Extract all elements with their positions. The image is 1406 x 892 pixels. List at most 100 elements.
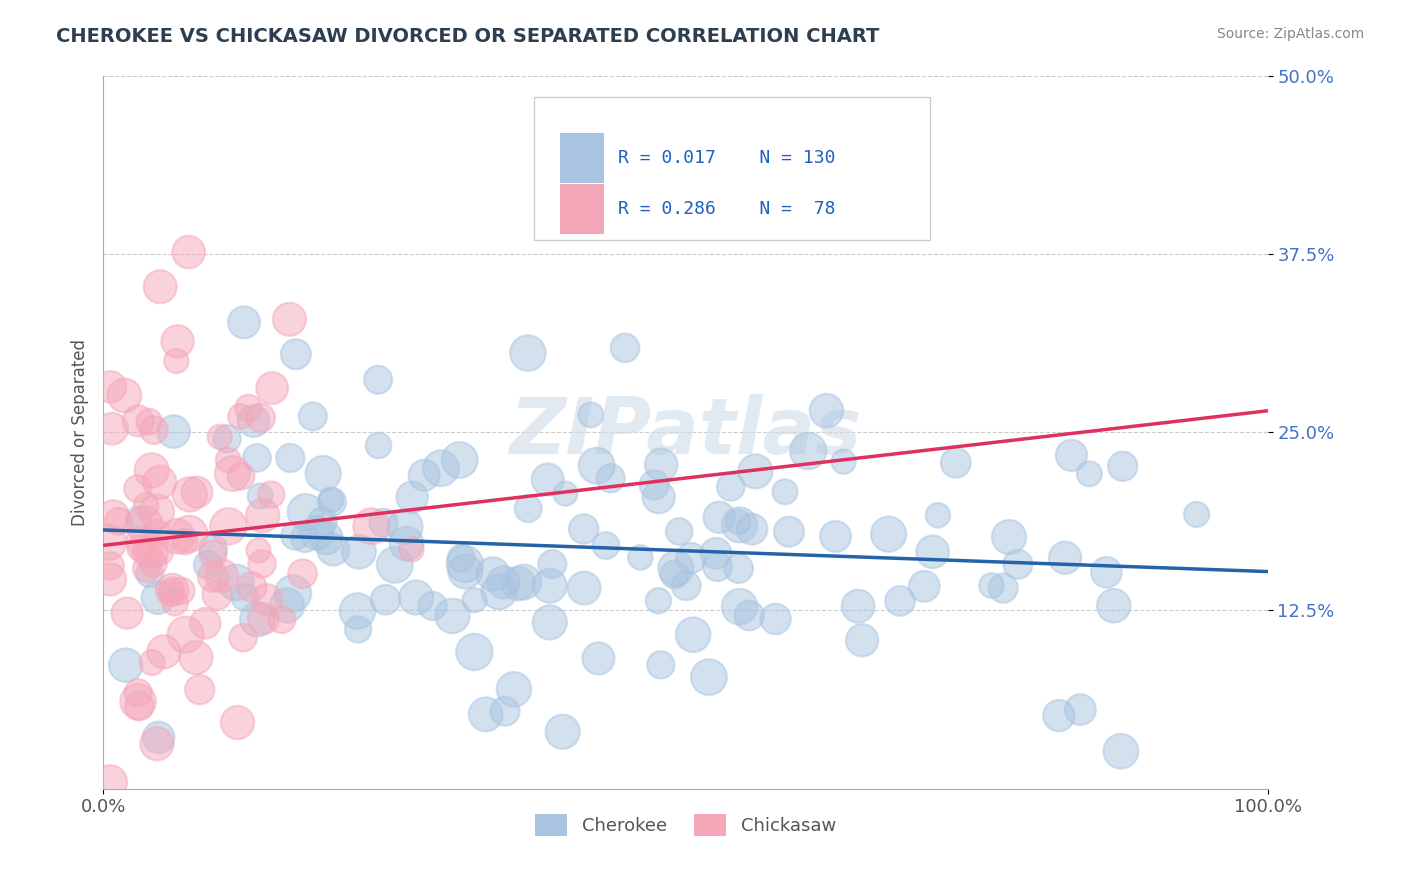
Point: [149, 475, 172, 490]
Point: [188, 682, 211, 697]
Point: [454, 565, 477, 579]
Point: [551, 724, 574, 739]
Point: [294, 531, 316, 545]
Point: [832, 455, 855, 469]
Point: [166, 334, 188, 349]
Text: R = 0.017    N = 130: R = 0.017 N = 130: [617, 149, 835, 167]
Point: [217, 432, 239, 446]
Point: [1102, 599, 1125, 613]
Point: [741, 522, 763, 536]
Point: [184, 650, 207, 665]
Point: [284, 347, 307, 361]
Point: [226, 715, 249, 730]
Point: [647, 593, 669, 607]
Point: [127, 414, 149, 428]
Point: [488, 584, 510, 599]
Point: [201, 548, 224, 562]
Point: [585, 458, 607, 473]
Point: [516, 346, 538, 360]
Point: [778, 524, 800, 539]
Point: [588, 651, 610, 665]
Point: [142, 557, 165, 571]
Point: [773, 484, 796, 499]
Point: [146, 737, 169, 751]
Point: [165, 354, 187, 368]
Point: [127, 694, 149, 708]
Point: [824, 529, 846, 543]
Point: [160, 582, 183, 597]
Point: [1109, 744, 1132, 758]
Point: [360, 519, 382, 533]
Point: [294, 505, 316, 519]
Point: [229, 469, 252, 483]
Point: [537, 473, 560, 487]
Point: [993, 581, 1015, 595]
Point: [720, 480, 742, 494]
Point: [260, 488, 283, 502]
Point: [513, 574, 536, 589]
Point: [319, 492, 342, 507]
Point: [101, 422, 124, 436]
Point: [100, 380, 122, 394]
Point: [422, 599, 444, 613]
Point: [128, 541, 150, 556]
Point: [100, 775, 122, 789]
Point: [141, 463, 163, 477]
Point: [554, 486, 576, 500]
Bar: [560, 133, 605, 183]
Point: [246, 450, 269, 465]
Point: [217, 519, 239, 533]
Point: [114, 388, 136, 402]
Point: [980, 578, 1002, 592]
Text: R = 0.286    N =  78: R = 0.286 N = 78: [617, 201, 835, 219]
Point: [249, 489, 271, 503]
Point: [173, 534, 195, 549]
Point: [262, 381, 284, 395]
Point: [146, 526, 169, 541]
Point: [675, 579, 697, 593]
Point: [394, 520, 416, 534]
Point: [628, 550, 651, 565]
Point: [463, 645, 485, 659]
Point: [281, 586, 304, 600]
Point: [595, 539, 617, 553]
Text: CHEROKEE VS CHICKASAW DIVORCED OR SEPARATED CORRELATION CHART: CHEROKEE VS CHICKASAW DIVORCED OR SEPARA…: [56, 27, 880, 45]
Point: [128, 699, 150, 714]
Point: [889, 594, 911, 608]
Point: [153, 645, 176, 659]
Point: [163, 425, 186, 439]
Text: Source: ZipAtlas.com: Source: ZipAtlas.com: [1216, 27, 1364, 41]
Point: [681, 551, 703, 566]
Point: [301, 409, 323, 424]
Point: [166, 529, 188, 543]
Point: [229, 409, 252, 424]
Point: [401, 542, 423, 557]
Point: [148, 731, 170, 745]
Point: [233, 315, 256, 329]
Legend: Cherokee, Chickasaw: Cherokee, Chickasaw: [527, 807, 844, 844]
Point: [197, 558, 219, 572]
Point: [998, 530, 1021, 544]
Point: [395, 536, 418, 550]
Point: [538, 579, 561, 593]
Point: [249, 410, 271, 425]
Point: [179, 527, 201, 541]
Point: [647, 490, 669, 504]
Point: [508, 576, 530, 591]
Point: [367, 438, 389, 452]
Point: [321, 495, 343, 509]
Point: [797, 444, 820, 458]
Point: [664, 567, 686, 582]
Point: [682, 628, 704, 642]
Point: [146, 591, 169, 605]
Point: [454, 557, 477, 571]
Point: [179, 487, 201, 501]
Point: [250, 557, 273, 571]
Point: [160, 582, 183, 597]
Point: [135, 499, 157, 513]
Point: [270, 613, 292, 627]
Point: [311, 515, 333, 529]
Point: [599, 471, 621, 485]
Point: [668, 524, 690, 539]
Point: [278, 450, 301, 465]
